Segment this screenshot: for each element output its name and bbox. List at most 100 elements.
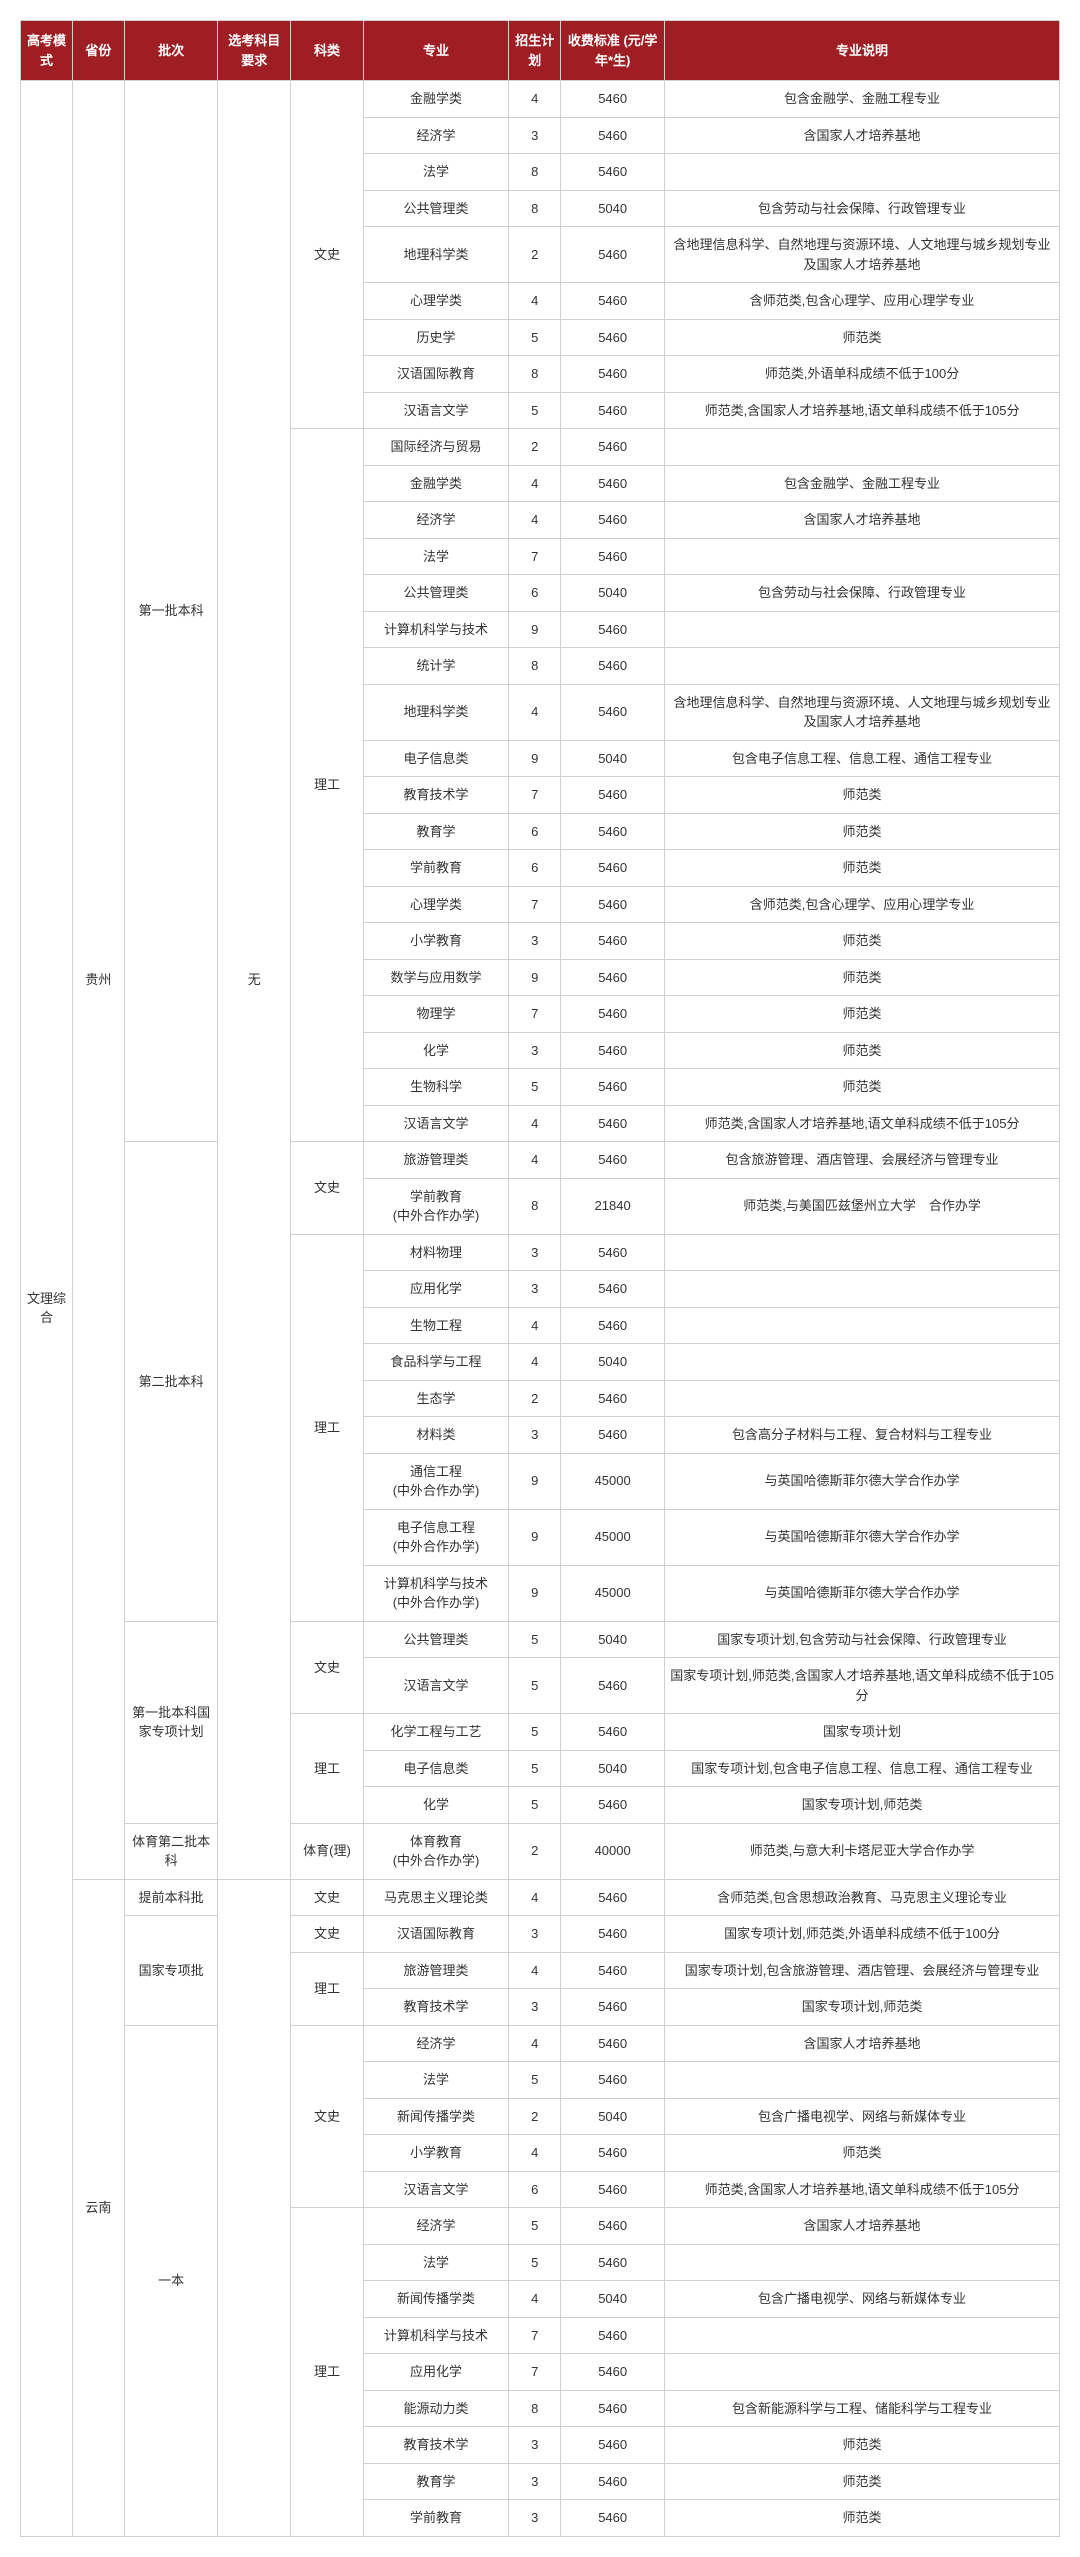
cell-fee: 5460 [561,886,665,923]
cell-plan: 9 [509,1565,561,1621]
cell-plan: 8 [509,2390,561,2427]
cell-plan: 8 [509,190,561,227]
cell-major: 教育学 [363,2463,508,2500]
cell-plan: 5 [509,1750,561,1787]
cell-plan: 6 [509,575,561,612]
cell-desc: 与英国哈德斯菲尔德大学合作办学 [665,1509,1060,1565]
cell-fee: 5040 [561,1621,665,1658]
cell-desc: 师范类 [665,1069,1060,1106]
cell-plan: 4 [509,1879,561,1916]
cell-fee: 5460 [561,648,665,685]
cell-plan: 5 [509,1787,561,1824]
cell-plan: 5 [509,1714,561,1751]
cell-fee: 5460 [561,1714,665,1751]
cell-plan: 3 [509,2500,561,2537]
cell-plan: 4 [509,1952,561,1989]
cell-major: 旅游管理类 [363,1142,508,1179]
cell-major: 化学 [363,1032,508,1069]
cell-desc: 国家专项计划,包含旅游管理、酒店管理、会展经济与管理专业 [665,1952,1060,1989]
cell-fee: 5460 [561,1032,665,1069]
cell-category: 文史 [291,1916,364,1953]
cell-plan: 3 [509,1417,561,1454]
cell-plan: 5 [509,2062,561,2099]
cell-desc: 包含劳动与社会保障、行政管理专业 [665,575,1060,612]
table-row: 国家专项批文史汉语国际教育35460国家专项计划,师范类,外语单科成绩不低于10… [21,1916,1060,1953]
cell-desc: 师范类,与美国匹兹堡州立大学 合作办学 [665,1178,1060,1234]
cell-major: 历史学 [363,319,508,356]
cell-major: 经济学 [363,117,508,154]
cell-desc [665,538,1060,575]
cell-desc [665,648,1060,685]
cell-desc [665,2317,1060,2354]
cell-fee: 5460 [561,1952,665,1989]
cell-desc: 含师范类,包含心理学、应用心理学专业 [665,283,1060,320]
table-header: 高考模式 省份 批次 选考科目要求 科类 专业 招生计划 收费标准 (元/学年*… [21,21,1060,81]
cell-desc [665,429,1060,466]
cell-major: 生态学 [363,1380,508,1417]
cell-desc [665,1344,1060,1381]
cell-plan: 3 [509,923,561,960]
cell-fee: 45000 [561,1565,665,1621]
cell-major: 生物科学 [363,1069,508,1106]
cell-province: 贵州 [72,81,124,1880]
cell-major: 电子信息类 [363,740,508,777]
cell-desc: 与英国哈德斯菲尔德大学合作办学 [665,1453,1060,1509]
table-row: 第二批本科文史旅游管理类45460包含旅游管理、酒店管理、会展经济与管理专业 [21,1142,1060,1179]
cell-fee: 5040 [561,1750,665,1787]
cell-desc [665,154,1060,191]
cell-plan: 7 [509,996,561,1033]
cell-plan: 4 [509,1307,561,1344]
cell-fee: 21840 [561,1178,665,1234]
cell-major: 教育技术学 [363,777,508,814]
cell-major: 食品科学与工程 [363,1344,508,1381]
cell-desc: 含师范类,包含思想政治教育、马克思主义理论专业 [665,1879,1060,1916]
cell-plan: 2 [509,429,561,466]
cell-major: 小学教育 [363,2135,508,2172]
cell-plan: 3 [509,1032,561,1069]
cell-plan: 5 [509,392,561,429]
cell-fee: 5460 [561,1417,665,1454]
cell-major: 通信工程 (中外合作办学) [363,1453,508,1509]
cell-batch: 提前本科批 [124,1879,218,1916]
cell-fee: 5460 [561,117,665,154]
cell-desc: 国家专项计划 [665,1714,1060,1751]
cell-plan: 7 [509,777,561,814]
cell-major: 应用化学 [363,2354,508,2391]
cell-batch: 一本 [124,2025,218,2536]
cell-fee: 5460 [561,2354,665,2391]
cell-fee: 5040 [561,575,665,612]
cell-major: 教育技术学 [363,1989,508,2026]
cell-fee: 5460 [561,2463,665,2500]
cell-major: 地理科学类 [363,227,508,283]
cell-major: 法学 [363,538,508,575]
cell-desc [665,2062,1060,2099]
table-row: 文理综合贵州第一批本科无文史金融学类45460包含金融学、金融工程专业 [21,81,1060,118]
cell-plan: 8 [509,154,561,191]
cell-desc: 国家专项计划,师范类 [665,1787,1060,1824]
cell-plan: 3 [509,1271,561,1308]
cell-major: 数学与应用数学 [363,959,508,996]
table-row: 第一批本科国家专项计划文史公共管理类55040国家专项计划,包含劳动与社会保障、… [21,1621,1060,1658]
cell-plan: 3 [509,2427,561,2464]
cell-major: 学前教育 [363,2500,508,2537]
cell-desc [665,2244,1060,2281]
cell-plan: 8 [509,356,561,393]
header-major: 专业 [363,21,508,81]
cell-major: 教育技术学 [363,2427,508,2464]
cell-desc: 师范类 [665,959,1060,996]
cell-desc: 国家专项计划,包含劳动与社会保障、行政管理专业 [665,1621,1060,1658]
cell-category: 文史 [291,1142,364,1235]
cell-province: 云南 [72,1879,124,2536]
cell-plan: 7 [509,538,561,575]
cell-major: 汉语言文学 [363,1105,508,1142]
cell-fee: 5460 [561,1787,665,1824]
cell-fee: 5460 [561,1142,665,1179]
cell-desc: 师范类 [665,1032,1060,1069]
cell-req [218,1879,291,2536]
cell-req: 无 [218,81,291,1880]
cell-major: 电子信息类 [363,1750,508,1787]
cell-desc: 与英国哈德斯菲尔德大学合作办学 [665,1565,1060,1621]
cell-plan: 3 [509,1989,561,2026]
cell-desc: 师范类,含国家人才培养基地,语文单科成绩不低于105分 [665,392,1060,429]
cell-plan: 5 [509,1621,561,1658]
